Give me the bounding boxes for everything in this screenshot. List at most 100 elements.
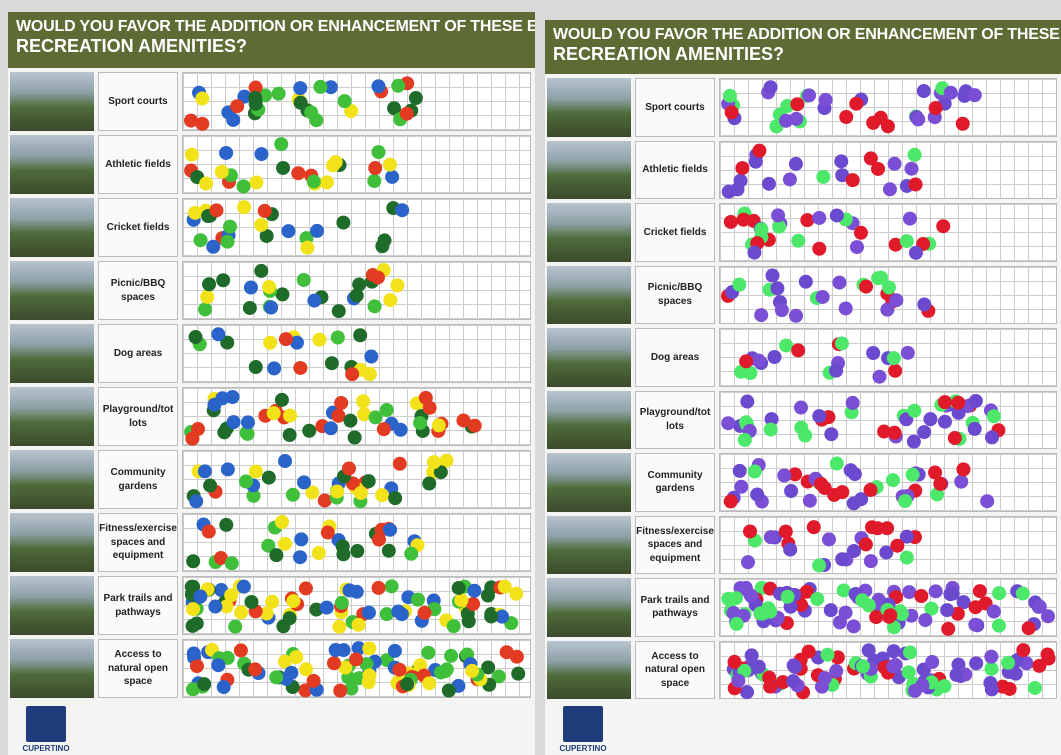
sticker-dot [336,216,350,230]
sticker-dot [411,593,425,607]
sticker-grid [719,141,1057,200]
sticker-dot [199,177,213,191]
sticker-dot [363,367,377,381]
sticker-dot [362,474,376,488]
stickers [720,642,1058,701]
amenity-photo [547,516,631,575]
sticker-dot [383,523,397,537]
sticker-dot [822,532,836,546]
sticker-dot [378,233,392,247]
sticker-dot [286,594,300,608]
sticker-dot [1016,643,1030,657]
sticker-dot [859,279,873,293]
sticker-dot [1016,586,1030,600]
sticker-dot [844,463,858,477]
sticker-dot [321,526,335,540]
sticker-dot [767,350,781,364]
sticker-dot [409,91,423,105]
sticker-dot [185,148,199,162]
sticker-dot [968,421,982,435]
sticker-dot [923,412,937,426]
sticker-dot [276,161,290,175]
sticker-dot [985,661,999,675]
sticker-dot [294,96,308,110]
sticker-dot [510,650,524,664]
sticker-dot [890,538,904,552]
sticker-dot [230,99,244,113]
sticker-dot [802,644,816,658]
sticker-dot [949,667,963,681]
amenity-label: Access to natural open space [98,639,178,698]
amenity-label: Playground/tot lots [635,391,715,450]
sticker-grid [182,324,531,383]
stickers [183,325,532,384]
stickers [183,73,532,132]
sticker-dot [1001,655,1015,669]
sticker-dot [283,611,297,625]
city-logo: CUPERTINO [553,706,613,753]
sticker-dot [304,105,318,119]
sticker-dot [211,658,225,672]
sticker-dot [846,395,860,409]
stickers [183,451,532,510]
sticker-dot [207,398,221,412]
sticker-dot [331,409,345,423]
sticker-dot [748,464,762,478]
sticker-dot [186,554,200,568]
sticker-dot [372,533,386,547]
sticker-dot [739,354,753,368]
sticker-dot [762,176,776,190]
sticker-dot [371,145,385,159]
sticker-dot [917,84,931,98]
amenity-photo [10,324,94,383]
sticker-dot [278,454,292,468]
sticker-dot [973,584,987,598]
sticker-dot [794,400,808,414]
sticker-grid [182,198,531,257]
sticker-dot [299,662,313,676]
sticker-dot [944,86,958,100]
stickers [183,262,532,321]
sticker-dot [343,583,357,597]
stickers [720,204,1058,263]
sticker-dot [195,91,209,105]
sticker-dot [862,598,876,612]
sticker-dot [903,212,917,226]
sticker-dot [329,155,343,169]
sticker-dot [454,593,468,607]
amenity-row: Playground/tot lots [547,389,1061,452]
sticker-dot [907,403,921,417]
amenity-photo [547,78,631,137]
amenity-photo [10,450,94,509]
sticker-dot [839,110,853,124]
sticker-dot [283,409,297,423]
sticker-dot [239,475,253,489]
sticker-dot [237,580,251,594]
sticker-dot [850,240,864,254]
sticker-dot [908,147,922,161]
sticker-dot [791,234,805,248]
sticker-dot [244,595,258,609]
sticker-dot [735,161,749,175]
sticker-dot [764,80,778,94]
sticker-dot [368,161,382,175]
amenity-label: Community gardens [98,450,178,509]
sticker-dot [467,584,481,598]
sticker-dot [909,246,923,260]
sticker-dot [791,343,805,357]
sticker-dot [729,591,743,605]
sticker-dot [900,550,914,564]
sticker-dot [764,530,778,544]
poster-header: WOULD YOU FAVOR THE ADDITION OR ENHANCEM… [8,12,535,68]
sticker-dot [906,468,920,482]
sticker-dot [223,220,237,234]
sticker-dot [917,425,931,439]
sticker-dot [789,308,803,322]
sticker-dot [198,302,212,316]
amenity-photo [547,266,631,325]
sticker-dot [289,650,303,664]
sticker-dot [221,462,235,476]
sticker-dot [807,520,821,534]
sticker-dot [400,677,414,691]
sticker-dot [254,147,268,161]
